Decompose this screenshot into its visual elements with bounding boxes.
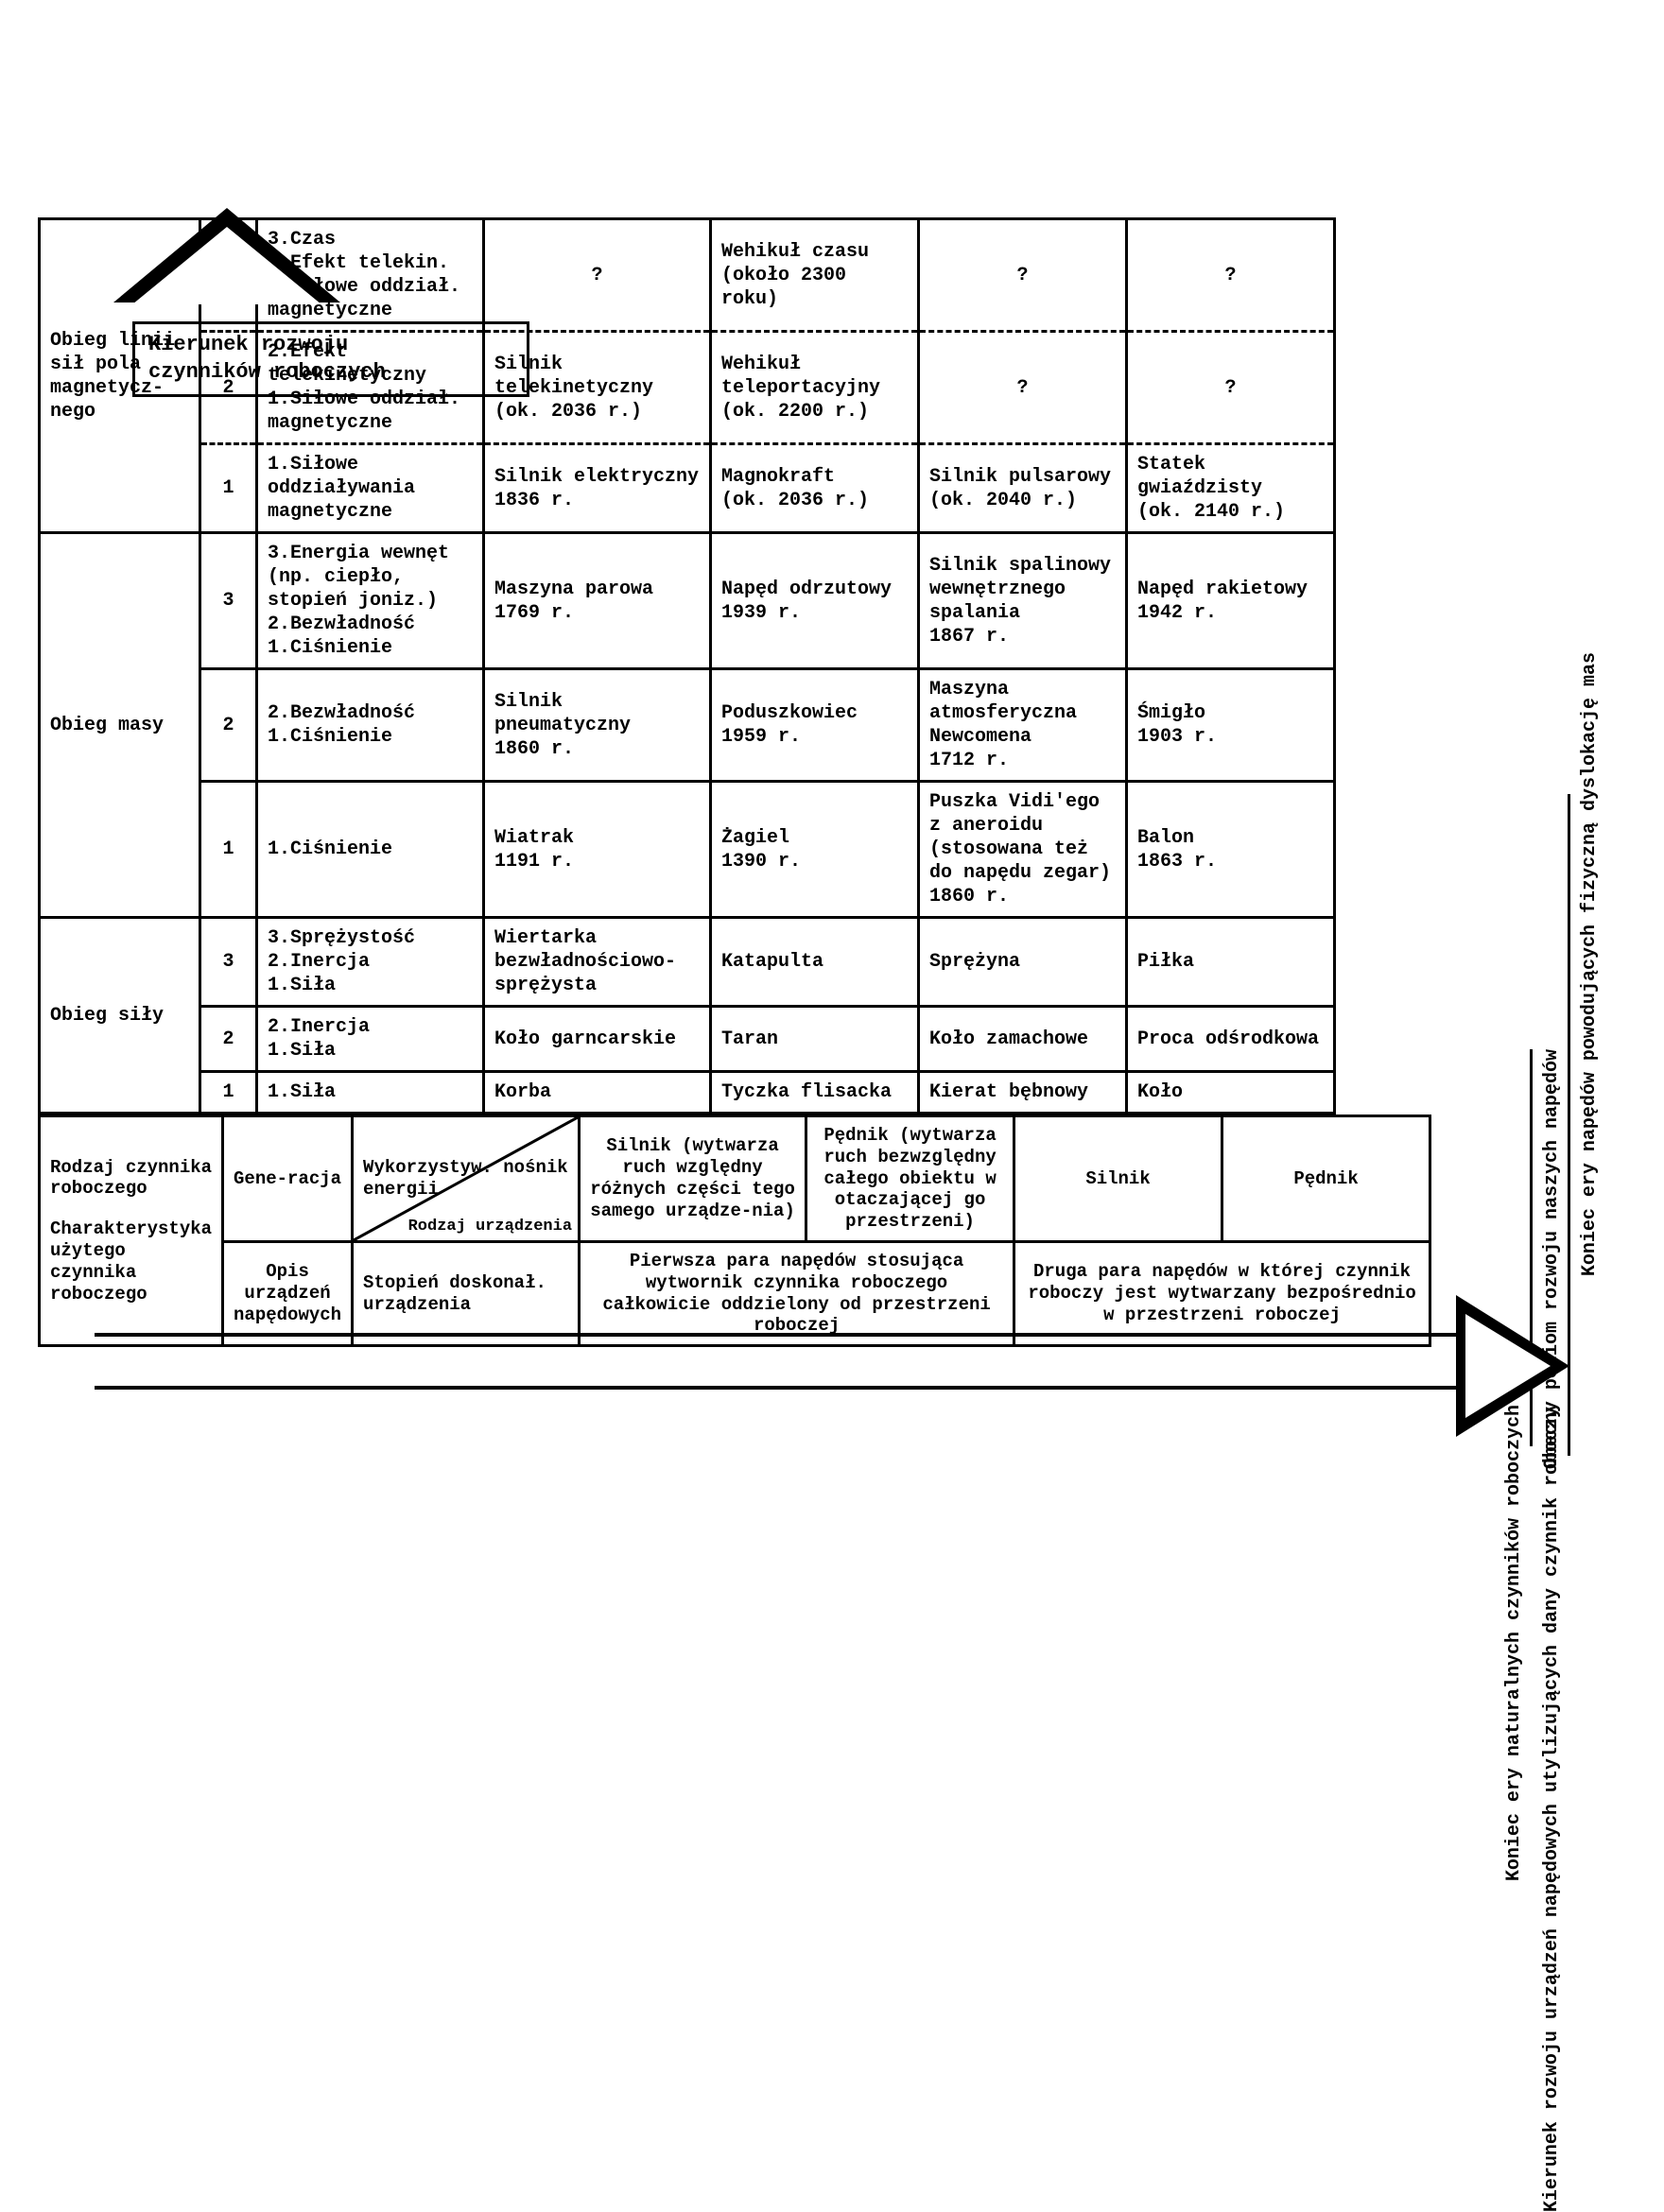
g1-r2-c2: Żagiel 1390 r. [711,782,919,918]
g1-r0-gen: 3 [200,533,257,669]
arrow-right-body [95,1333,1456,1390]
g2-r2-c4: Koło [1127,1072,1335,1114]
header-line2: czynników roboczych [148,359,513,387]
arrow-right [95,1300,1569,1432]
g2-r2-char: 1.Siła [257,1072,484,1114]
g0-r0-c2: Wehikuł czasu (około 2300 roku) [711,219,919,332]
g2-r0-c3: Sprężyna [919,918,1127,1007]
g1-r2-gen: 1 [200,782,257,918]
g1-r1-c4: Śmigło 1903 r. [1127,669,1335,782]
g2-r1-c2: Taran [711,1007,919,1072]
g1-r2-c4: Balon 1863 r. [1127,782,1335,918]
g2-r1-c1: Koło garncarskie [484,1007,711,1072]
g1-r1-c1: Silnik pneumatyczny 1860 r. [484,669,711,782]
g1-r1-char: 2.Bezwładność 1.Ciśnienie [257,669,484,782]
side-labels: Koniec ery naturalnych czynników roboczy… [1503,463,1636,1881]
g1-r0-c1: Maszyna parowa 1769 r. [484,533,711,669]
g0-r2-c2: Magnokraft (ok. 2036 r.) [711,444,919,533]
side-t4: Kierunek rozwoju urządzeń napędowych uty… [1541,1407,1563,2212]
g1-r0-c3: Silnik spalinowy wewnętrznego spalania 1… [919,533,1127,669]
g0-r2-gen: 1 [200,444,257,533]
g2-r1-c4: Proca odśrodkowa [1127,1007,1335,1072]
g1-r2-c1: Wiatrak 1191 r. [484,782,711,918]
g0-r1-c4: ? [1127,332,1335,444]
f-r1-c: Wykorzystyw. nośnik energii [363,1157,568,1201]
g2-r2-c1: Korba [484,1072,711,1114]
arrow-up [113,208,340,302]
g1-r0-char: 3.Energia wewnęt (np. ciepło, stopień jo… [257,533,484,669]
periodic-propulsion-table: Kierunek rozwoju czynników roboczych Obi… [38,217,1626,1347]
header-box: Kierunek rozwoju czynników roboczych [132,321,529,397]
g1-r1-c2: Poduszkowiec 1959 r. [711,669,919,782]
g1-r1-c3: Maszyna atmosferyczna Newcomena 1712 r. [919,669,1127,782]
g0-r2-c4: Statek gwiaździsty (ok. 2140 r.) [1127,444,1335,533]
g0-r2-c3: Silnik pulsarowy (ok. 2040 r.) [919,444,1127,533]
g0-r1-c3: ? [919,332,1127,444]
g0-r0-c4: ? [1127,219,1335,332]
g2-r1-char: 2.Inercja 1.Siła [257,1007,484,1072]
f-r1-a-top: Rodzaj czynnika roboczego [50,1157,212,1201]
g2-r2-c2: Tyczka flisacka [711,1072,919,1114]
side-t1: Koniec ery naturalnych czynników roboczy… [1503,1405,1525,1881]
f-rodzaj: Rodzaj urządzenia [408,1218,572,1236]
f-r1-b: Gene-racja [223,1116,353,1242]
arrow-right-head-icon [1456,1295,1569,1437]
g2-r1-c3: Koło zamachowe [919,1007,1127,1072]
g2-r0-gen: 3 [200,918,257,1007]
g0-r0-c3: ? [919,219,1127,332]
f-r1-e: Pędnik (wytwarza ruch bezwzględny całego… [806,1116,1014,1242]
f-r1-c-cell: Wykorzystyw. nośnik energii Rodzaj urząd… [353,1116,580,1242]
g2-r0-c1: Wiertarka bezwładnościowo-sprężysta [484,918,711,1007]
g0-r1-c2: Wehikuł teleportacyjny (ok. 2200 r.) [711,332,919,444]
g1-r1-gen: 2 [200,669,257,782]
f-r1-d: Silnik (wytwarza ruch względny różnych c… [580,1116,806,1242]
g2-r1-gen: 2 [200,1007,257,1072]
g2-r2-gen: 1 [200,1072,257,1114]
g0-r2-c1: Silnik elektryczny 1836 r. [484,444,711,533]
g1-r2-char: 1.Ciśnienie [257,782,484,918]
g1-r2-c3: Puszka Vidi'ego z aneroidu (stosowana te… [919,782,1127,918]
g1-r0-c4: Napęd rakietowy 1942 r. [1127,533,1335,669]
g0-r0-c1: ? [484,219,711,332]
g2-r0-c2: Katapulta [711,918,919,1007]
g2-r2-c3: Kierat bębnowy [919,1072,1127,1114]
g2-r0-char: 3.Sprężystość 2.Inercja 1.Siła [257,918,484,1007]
f-r1-a-bot: Charakterystyka użytego czynnika robocze… [50,1218,212,1305]
f-r1-g: Pędnik [1222,1116,1430,1242]
g0-r2-char: 1.Siłowe oddziaływania magnetyczne [257,444,484,533]
side-t3: Koniec ery napędów powodujących fizyczną… [1579,652,1601,1276]
group-1-label: Obieg masy [40,533,200,918]
f-r1-f: Silnik [1014,1116,1222,1242]
g1-r0-c2: Napęd odrzutowy 1939 r. [711,533,919,669]
g2-r0-c4: Piłka [1127,918,1335,1007]
header-line1: Kierunek rozwoju [148,332,513,359]
group-2-label: Obieg siły [40,918,200,1114]
